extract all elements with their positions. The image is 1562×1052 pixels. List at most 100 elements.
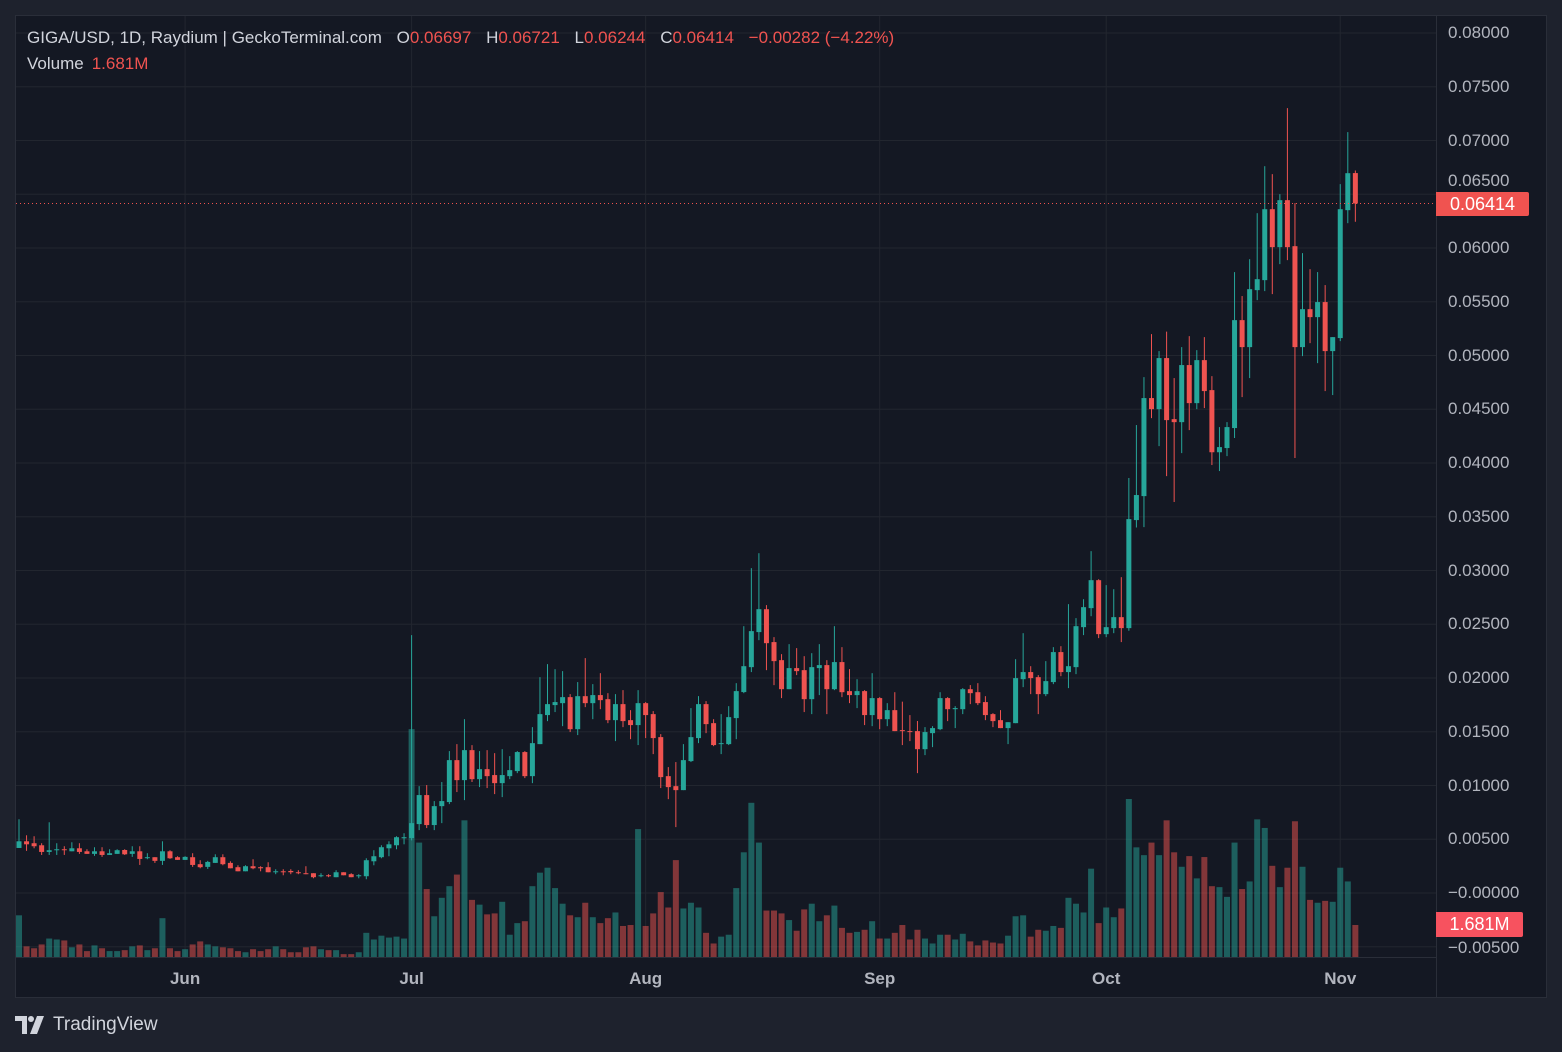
candle[interactable] bbox=[416, 786, 422, 831]
candle[interactable] bbox=[265, 862, 271, 873]
candle[interactable] bbox=[733, 683, 739, 740]
candle[interactable] bbox=[122, 849, 128, 855]
candle[interactable] bbox=[1262, 166, 1268, 292]
candle[interactable] bbox=[107, 849, 113, 855]
candle[interactable] bbox=[748, 568, 754, 673]
candle[interactable] bbox=[1043, 661, 1049, 697]
candle[interactable] bbox=[567, 694, 573, 733]
candle[interactable] bbox=[190, 853, 196, 867]
candle[interactable] bbox=[288, 869, 294, 875]
candle[interactable] bbox=[401, 833, 407, 845]
candle[interactable] bbox=[212, 854, 218, 863]
candle[interactable] bbox=[469, 745, 475, 783]
candle[interactable] bbox=[801, 656, 807, 713]
candle[interactable] bbox=[1050, 647, 1056, 685]
candle[interactable] bbox=[605, 693, 611, 724]
candle[interactable] bbox=[318, 873, 324, 878]
candle[interactable] bbox=[394, 836, 399, 850]
candle[interactable] bbox=[1005, 722, 1011, 745]
candle[interactable] bbox=[461, 719, 467, 801]
time-axis[interactable] bbox=[15, 957, 1436, 998]
candle[interactable] bbox=[1111, 589, 1117, 634]
candle[interactable] bbox=[371, 850, 377, 866]
candle[interactable] bbox=[816, 644, 822, 696]
candle[interactable] bbox=[522, 751, 528, 779]
candle[interactable] bbox=[220, 854, 226, 866]
candle[interactable] bbox=[92, 847, 97, 856]
candle[interactable] bbox=[1254, 213, 1260, 301]
candle[interactable] bbox=[378, 845, 384, 859]
candle[interactable] bbox=[303, 866, 309, 875]
candle[interactable] bbox=[703, 701, 709, 734]
candle[interactable] bbox=[46, 822, 52, 855]
candle[interactable] bbox=[1028, 666, 1034, 695]
candle[interactable] bbox=[696, 696, 701, 744]
candle[interactable] bbox=[892, 692, 898, 732]
candle[interactable] bbox=[326, 874, 332, 878]
candle[interactable] bbox=[945, 697, 951, 722]
candle[interactable] bbox=[69, 842, 75, 852]
candle[interactable] bbox=[756, 553, 762, 641]
candle[interactable] bbox=[726, 706, 732, 746]
candle[interactable] bbox=[1149, 334, 1154, 419]
candle[interactable] bbox=[771, 637, 777, 686]
candle[interactable] bbox=[1277, 194, 1283, 265]
candle[interactable] bbox=[235, 865, 241, 872]
candle[interactable] bbox=[560, 671, 566, 727]
candle[interactable] bbox=[809, 653, 815, 715]
price-axis[interactable] bbox=[1436, 15, 1547, 998]
candle[interactable] bbox=[1035, 675, 1041, 715]
candle[interactable] bbox=[1216, 427, 1222, 472]
candle[interactable] bbox=[182, 856, 188, 860]
candle[interactable] bbox=[877, 697, 883, 730]
candle[interactable] bbox=[197, 860, 203, 869]
candle[interactable] bbox=[1126, 478, 1132, 631]
symbol-title[interactable]: GIGA/USD, 1D, Raydium | GeckoTerminal.co… bbox=[27, 28, 382, 47]
candle[interactable] bbox=[273, 869, 279, 875]
candle[interactable] bbox=[499, 749, 505, 798]
candle[interactable] bbox=[243, 865, 248, 872]
candle[interactable] bbox=[1292, 203, 1298, 459]
candle[interactable] bbox=[824, 660, 830, 715]
candle[interactable] bbox=[175, 856, 181, 860]
candle[interactable] bbox=[952, 706, 958, 729]
candle[interactable] bbox=[409, 635, 415, 841]
candle[interactable] bbox=[492, 753, 498, 795]
candle[interactable] bbox=[1300, 253, 1305, 357]
candle[interactable] bbox=[159, 841, 165, 865]
candle[interactable] bbox=[24, 835, 30, 851]
candle[interactable] bbox=[61, 846, 67, 855]
candle[interactable] bbox=[1133, 425, 1139, 528]
candle[interactable] bbox=[688, 708, 694, 763]
candle[interactable] bbox=[937, 692, 943, 731]
candle[interactable] bbox=[1156, 351, 1162, 447]
candle[interactable] bbox=[620, 690, 626, 728]
candle[interactable] bbox=[446, 751, 452, 805]
candle[interactable] bbox=[899, 701, 905, 746]
candle[interactable] bbox=[914, 721, 920, 774]
candle[interactable] bbox=[779, 654, 785, 699]
candle[interactable] bbox=[786, 644, 792, 690]
candle[interactable] bbox=[431, 801, 437, 831]
candle[interactable] bbox=[628, 710, 634, 740]
candle[interactable] bbox=[643, 702, 649, 739]
candle[interactable] bbox=[1307, 269, 1313, 344]
candle[interactable] bbox=[839, 647, 845, 698]
chart-plot-area[interactable] bbox=[0, 0, 1436, 957]
candle[interactable] bbox=[454, 744, 460, 793]
candle[interactable] bbox=[439, 782, 445, 824]
candle[interactable] bbox=[31, 836, 37, 849]
candle[interactable] bbox=[1118, 577, 1124, 643]
candle[interactable] bbox=[137, 846, 143, 865]
candle[interactable] bbox=[612, 694, 618, 742]
candle[interactable] bbox=[1194, 350, 1200, 410]
candle[interactable] bbox=[514, 751, 520, 774]
candle[interactable] bbox=[1058, 646, 1064, 677]
candle[interactable] bbox=[1096, 579, 1102, 639]
candle[interactable] bbox=[575, 682, 581, 736]
candle[interactable] bbox=[1141, 377, 1147, 528]
candle[interactable] bbox=[1081, 599, 1087, 636]
candle[interactable] bbox=[348, 873, 354, 878]
candle[interactable] bbox=[1065, 604, 1071, 689]
candle[interactable] bbox=[1269, 174, 1275, 295]
